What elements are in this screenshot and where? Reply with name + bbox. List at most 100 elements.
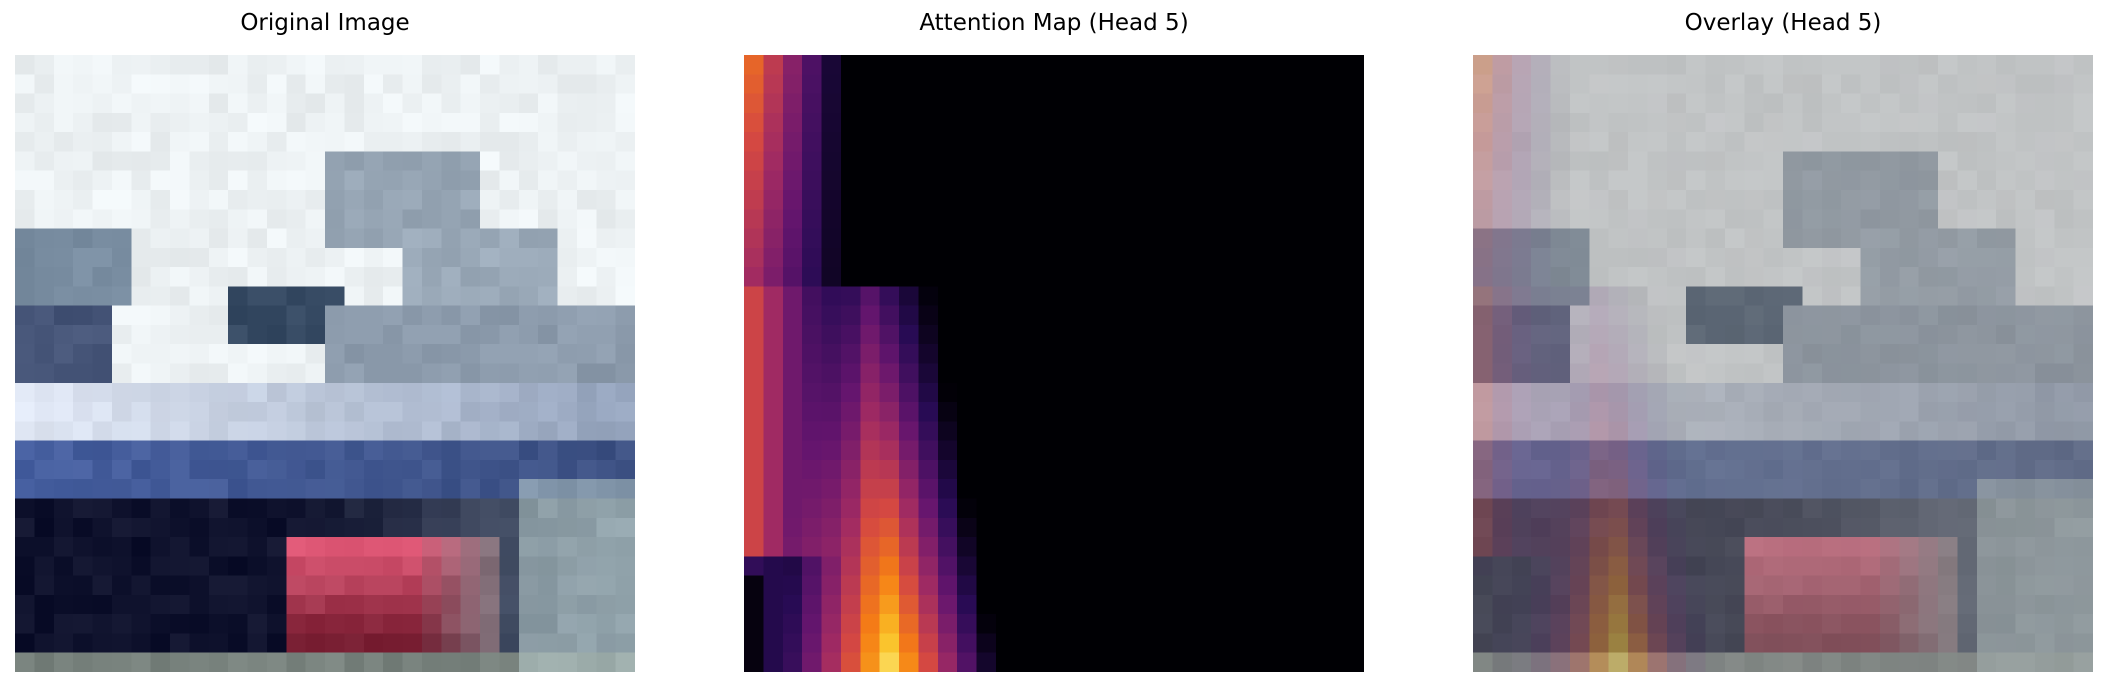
attention-map-pixel: [1305, 363, 1326, 384]
overlay-pixel: [1589, 517, 1610, 538]
attention-map-pixel: [995, 556, 1016, 576]
overlay-pixel: [1899, 55, 1920, 75]
original-image-pixel: [305, 363, 326, 384]
overlay-pixel: [1802, 517, 1823, 538]
original-image-pixel: [170, 247, 190, 268]
overlay-pixel: [1724, 440, 1745, 461]
attention-map-pixel: [1286, 421, 1307, 442]
overlay-pixel: [1957, 132, 1978, 152]
overlay-pixel: [1879, 189, 1900, 210]
original-image-pixel: [92, 267, 113, 287]
attention-map-pixel: [1189, 633, 1210, 654]
attention-map-pixel: [1170, 614, 1191, 634]
original-image-pixel: [402, 363, 423, 384]
attention-map-pixel: [1131, 363, 1152, 384]
attention-map-pixel: [1015, 228, 1036, 249]
overlay-pixel: [1492, 112, 1513, 133]
attention-map-pixel: [1034, 594, 1055, 615]
attention-map-pixel: [860, 556, 881, 576]
attention-map-pixel: [1131, 209, 1152, 229]
original-image-pixel: [15, 209, 35, 229]
overlay-pixel: [1744, 324, 1765, 345]
attention-map-pixel: [918, 402, 939, 422]
overlay-pixel: [1957, 633, 1978, 654]
attention-map-pixel: [1170, 421, 1191, 442]
attention-map-pixel: [1092, 55, 1113, 75]
original-image-pixel: [53, 459, 74, 480]
overlay-pixel: [1957, 267, 1978, 287]
attention-map-pixel: [1054, 267, 1074, 287]
original-image-pixel: [34, 517, 55, 538]
overlay-pixel: [1531, 633, 1551, 654]
original-image-pixel: [325, 382, 345, 403]
original-image-pixel: [305, 440, 326, 461]
overlay-pixel: [1686, 594, 1706, 615]
overlay-pixel: [1938, 382, 1958, 403]
original-image-pixel: [111, 228, 132, 249]
attention-map-pixel: [1344, 305, 1364, 326]
overlay-pixel: [2015, 614, 2036, 634]
original-image-pixel: [111, 537, 132, 557]
overlay-pixel: [1492, 537, 1513, 557]
overlay-pixel: [1899, 324, 1920, 345]
attention-map-pixel: [1054, 93, 1074, 114]
attention-map-pixel: [860, 344, 881, 364]
overlay-pixel: [1511, 189, 1532, 210]
overlay-pixel: [1996, 575, 2016, 596]
original-image-pixel: [53, 209, 74, 229]
attention-map-pixel: [1305, 614, 1326, 634]
original-image-pixel: [73, 517, 93, 538]
original-image-pixel: [344, 363, 365, 384]
attention-map-pixel: [899, 402, 919, 422]
original-image-pixel: [480, 594, 500, 615]
original-image-pixel: [499, 93, 520, 114]
attention-map-pixel: [840, 421, 861, 442]
attention-map-pixel: [802, 363, 822, 384]
attention-map-pixel: [1267, 652, 1287, 672]
overlay-pixel: [1511, 633, 1532, 654]
attention-map-pixel: [957, 382, 977, 403]
overlay-pixel: [1763, 479, 1784, 499]
original-image-pixel: [266, 537, 287, 557]
overlay-pixel: [1705, 402, 1726, 422]
attention-map-pixel: [1189, 267, 1210, 287]
overlay-pixel: [1705, 498, 1726, 519]
overlay-pixel: [1841, 652, 1861, 672]
overlay-pixel: [1686, 74, 1706, 94]
overlay-pixel: [1821, 151, 1842, 172]
overlay-pixel: [1511, 305, 1532, 326]
original-image-pixel: [615, 74, 635, 94]
original-image-pixel: [305, 517, 326, 538]
attention-map-pixel: [1247, 382, 1268, 403]
overlay-pixel: [1841, 74, 1861, 94]
overlay-pixel: [2054, 189, 2075, 210]
overlay-pixel: [1802, 633, 1823, 654]
attention-map-pixel: [821, 517, 842, 538]
overlay-pixel: [1783, 382, 1803, 403]
original-image-pixel: [189, 459, 210, 480]
attention-map-pixel: [1247, 55, 1268, 75]
overlay-pixel: [1821, 247, 1842, 268]
original-image-pixel: [383, 498, 403, 519]
attention-map-pixel: [1112, 594, 1132, 615]
original-image-pixel: [266, 363, 287, 384]
attention-map-pixel: [1286, 151, 1307, 172]
attention-map-pixel: [744, 537, 764, 557]
attention-map-pixel: [937, 305, 958, 326]
overlay-pixel: [1802, 382, 1823, 403]
attention-map-pixel: [1344, 247, 1364, 268]
attention-map-pixel: [860, 479, 881, 499]
attention-map-pixel: [1015, 652, 1036, 672]
overlay-pixel: [2015, 363, 2036, 384]
attention-map-pixel: [802, 132, 822, 152]
original-image-pixel: [576, 209, 597, 229]
attention-map-pixel: [744, 305, 764, 326]
original-image-pixel: [499, 517, 520, 538]
overlay-pixel: [1802, 498, 1823, 519]
original-image-pixel: [499, 151, 520, 172]
overlay-pixel: [1938, 305, 1958, 326]
overlay-pixel: [1841, 459, 1861, 480]
attention-map-pixel: [1267, 594, 1287, 615]
overlay-pixel: [1724, 189, 1745, 210]
overlay-pixel: [1531, 517, 1551, 538]
